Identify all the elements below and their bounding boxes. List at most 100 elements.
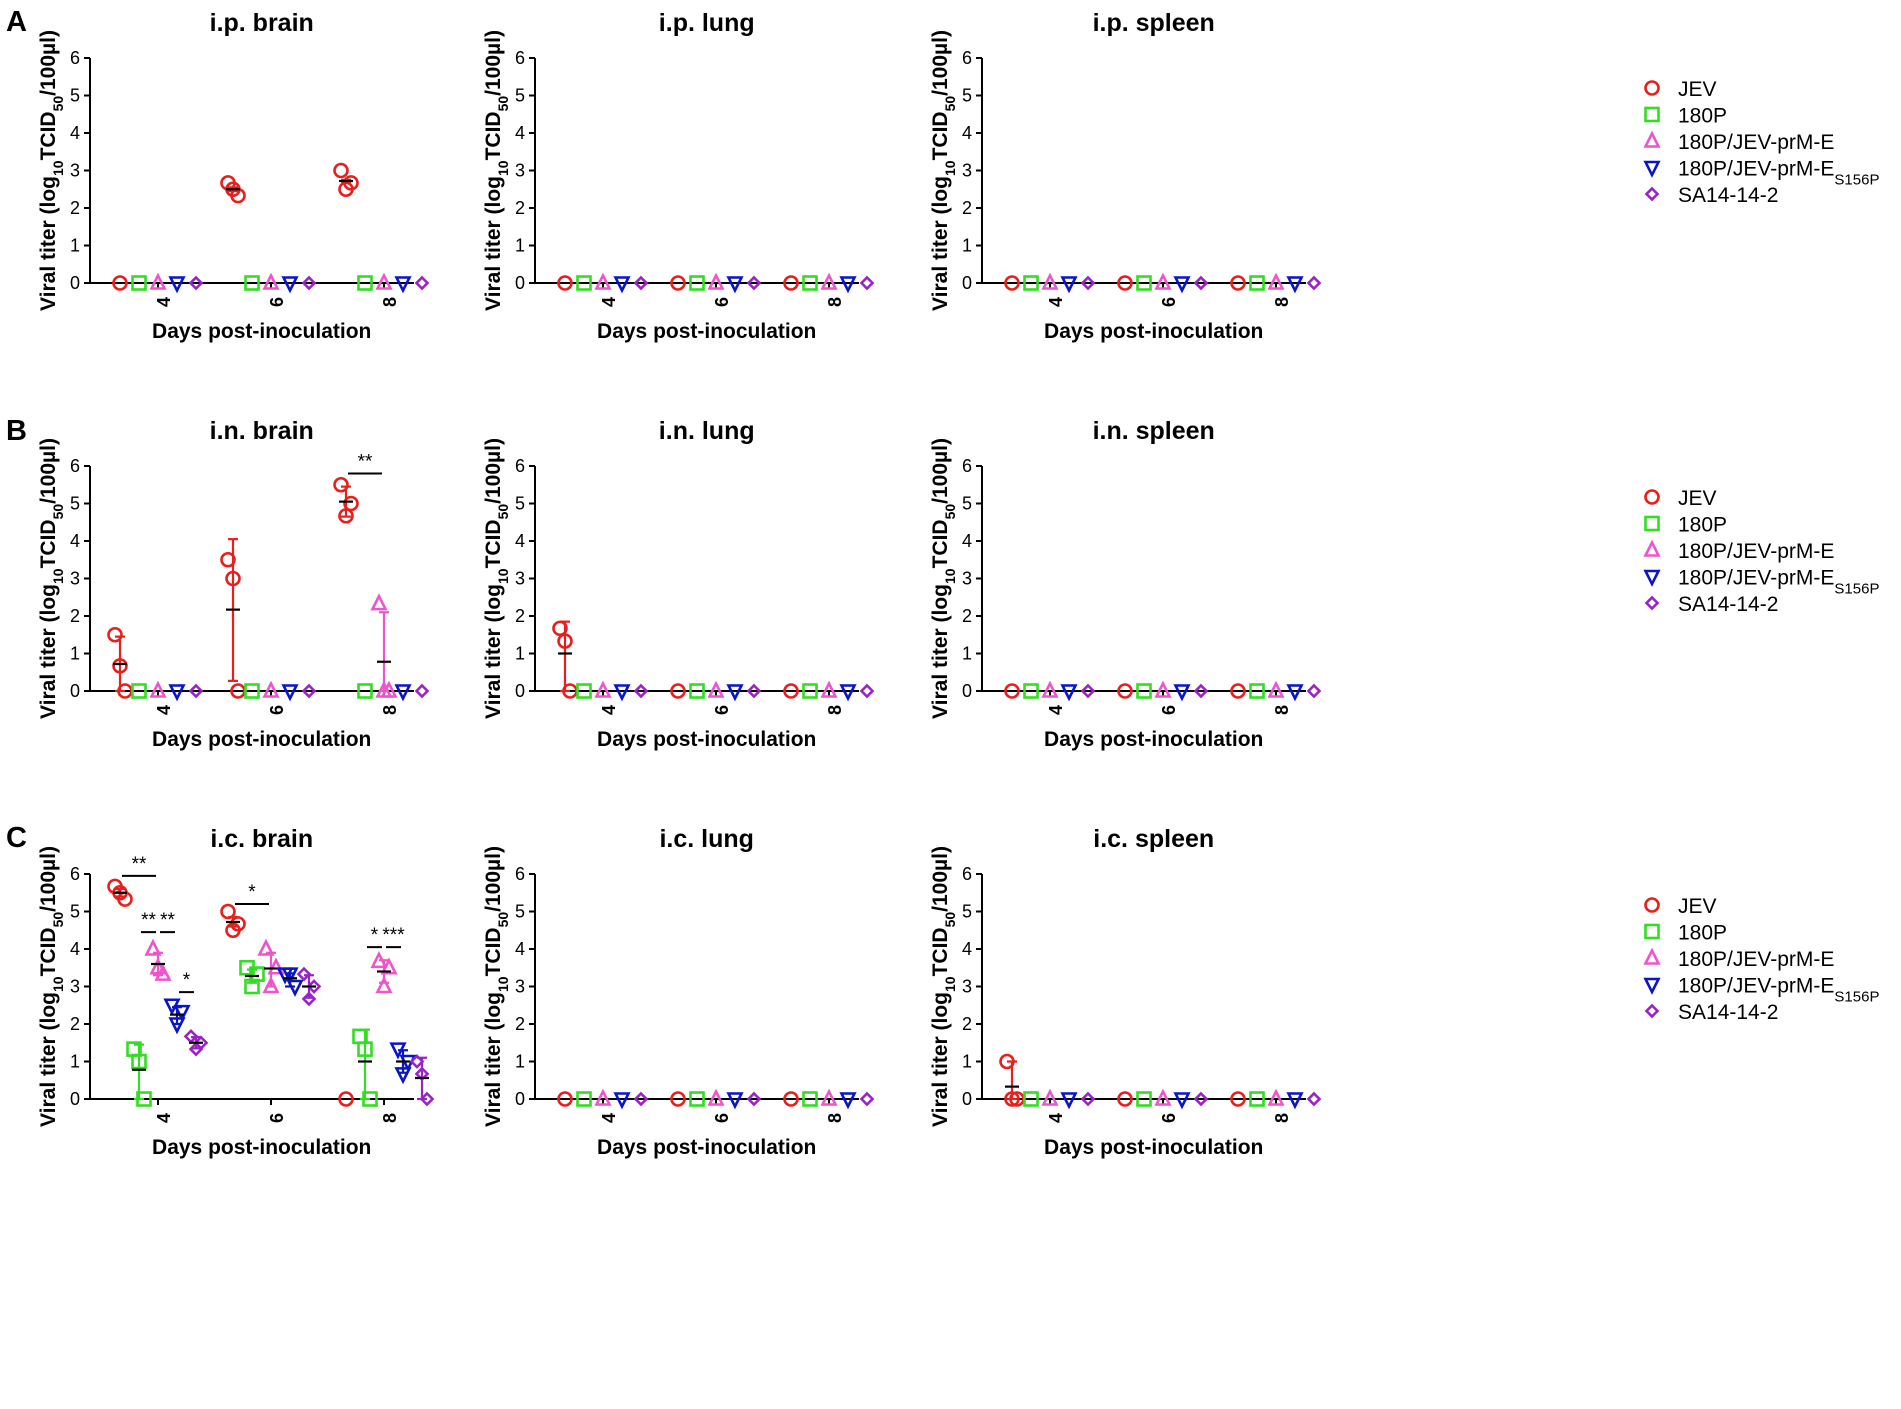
- subplot-B-1: i.n. lung 0 1 2 3 4 5 6 4 6 8 Days post-inoculation…: [482, 417, 875, 751]
- subplot-title: i.p. spleen: [1093, 9, 1215, 37]
- data-point: [370, 593, 388, 611]
- y-axis-label: Viral titer (log10TCID50/100µl): [37, 30, 66, 311]
- data-point: [1136, 1091, 1152, 1107]
- data-point: [1173, 684, 1191, 702]
- data-point: [820, 680, 838, 698]
- legend-label: JEV: [1678, 487, 1717, 510]
- x-tick-label: 6: [712, 705, 732, 715]
- significance-label: **: [132, 854, 147, 875]
- y-axis-label-part: TCID: [929, 519, 952, 568]
- data-point: [802, 275, 818, 291]
- data-point: [670, 1091, 686, 1107]
- data-point: [301, 275, 317, 291]
- data-point: [594, 1088, 612, 1106]
- y-tick-label: 6: [962, 456, 972, 476]
- x-tick-label: 6: [712, 1113, 732, 1123]
- y-tick-label: 4: [962, 123, 972, 143]
- legend-marker: [1643, 977, 1661, 995]
- data-point: [1041, 1088, 1059, 1106]
- y-tick-label: 6: [515, 456, 525, 476]
- x-tick-label: 6: [267, 1113, 287, 1123]
- data-point: [1249, 275, 1265, 291]
- significance-label: *: [371, 925, 379, 946]
- y-tick-label: 2: [70, 198, 80, 218]
- panel-label: A: [6, 6, 27, 38]
- subplot-title: i.n. spleen: [1093, 417, 1215, 445]
- y-axis-label-part: /100µl): [929, 846, 952, 912]
- data-point: [375, 976, 393, 994]
- x-axis-label: Days post-inoculation: [152, 320, 371, 343]
- y-axis-label-part: TCID: [37, 927, 60, 976]
- legend-marker: [1644, 897, 1660, 913]
- legend-label: 180P: [1678, 922, 1727, 945]
- legend-label-text: 180P/JEV-prM-E: [1678, 131, 1834, 154]
- data-point: [131, 275, 147, 291]
- x-tick-label: 8: [380, 297, 400, 307]
- data-point: [594, 680, 612, 698]
- legend-marker: [1644, 80, 1660, 96]
- x-tick-label: 6: [1159, 297, 1179, 307]
- data-point: [380, 680, 398, 698]
- data-point: [1023, 683, 1039, 699]
- y-tick-label: 6: [70, 48, 80, 68]
- data-point: [357, 1041, 373, 1057]
- legend-label-text: JEV: [1678, 895, 1717, 918]
- data-point: [1004, 683, 1020, 699]
- data-point: [394, 1067, 412, 1085]
- x-axis-label: Days post-inoculation: [1044, 320, 1263, 343]
- y-tick-label: 3: [962, 569, 972, 589]
- data-point: [1286, 684, 1304, 702]
- y-axis-label-part: TCID: [482, 111, 505, 160]
- data-point: [1080, 683, 1096, 699]
- y-axis-label-sub: 10: [50, 160, 66, 176]
- subplot-title: i.n. lung: [659, 417, 755, 445]
- data-point: [220, 903, 236, 920]
- data-point: [726, 276, 744, 294]
- y-axis-label-sub: 50: [50, 912, 66, 928]
- data-point: [633, 1091, 649, 1107]
- x-axis-label: Days post-inoculation: [1044, 1136, 1263, 1159]
- y-tick-label: 2: [962, 198, 972, 218]
- y-tick-label: 5: [70, 86, 80, 106]
- y-tick-label: 3: [515, 569, 525, 589]
- x-tick-label: 4: [1046, 297, 1066, 307]
- y-tick-label: 6: [962, 48, 972, 68]
- data-point: [839, 276, 857, 294]
- y-axis-label-part: /100µl): [482, 30, 505, 96]
- legend-label: 180P/JEV-prM-E: [1678, 948, 1834, 971]
- data-point: [1041, 272, 1059, 290]
- data-point: [859, 275, 875, 291]
- legend-marker: [1644, 1003, 1660, 1019]
- y-tick-label: 5: [962, 494, 972, 514]
- x-axis-label: Days post-inoculation: [597, 1136, 816, 1159]
- data-point: [707, 680, 725, 698]
- data-point: [370, 950, 388, 969]
- y-tick-label: 6: [70, 456, 80, 476]
- data-point: [1267, 272, 1285, 290]
- data-point: [188, 275, 204, 291]
- legend-row-0: JEV180P180P/JEV-prM-E180P/JEV-prM-ES156P…: [1643, 78, 1879, 207]
- significance-label: **: [160, 910, 175, 931]
- data-point: [707, 272, 725, 290]
- y-tick-label: 4: [515, 531, 525, 551]
- data-point: [1306, 683, 1322, 699]
- y-axis-label-part: TCID: [929, 111, 952, 160]
- data-point: [746, 275, 762, 291]
- x-tick-label: 4: [599, 705, 619, 715]
- legend-label: 180P/JEV-prM-E: [1678, 540, 1834, 563]
- data-point: [820, 272, 838, 290]
- data-point: [149, 680, 167, 698]
- data-point: [220, 551, 236, 568]
- data-point: [576, 275, 592, 291]
- data-point: [357, 275, 373, 291]
- y-axis-label-sub: 50: [495, 504, 511, 520]
- data-point: [1173, 1092, 1191, 1110]
- data-point: [1286, 1092, 1304, 1110]
- legend-marker: [1643, 569, 1661, 587]
- data-point: [144, 938, 162, 956]
- significance-label: **: [141, 910, 156, 931]
- data-point: [131, 683, 147, 699]
- legend-label-sub: S156P: [1834, 171, 1879, 188]
- x-axis-label: Days post-inoculation: [597, 728, 816, 751]
- x-tick-label: 8: [1272, 705, 1292, 715]
